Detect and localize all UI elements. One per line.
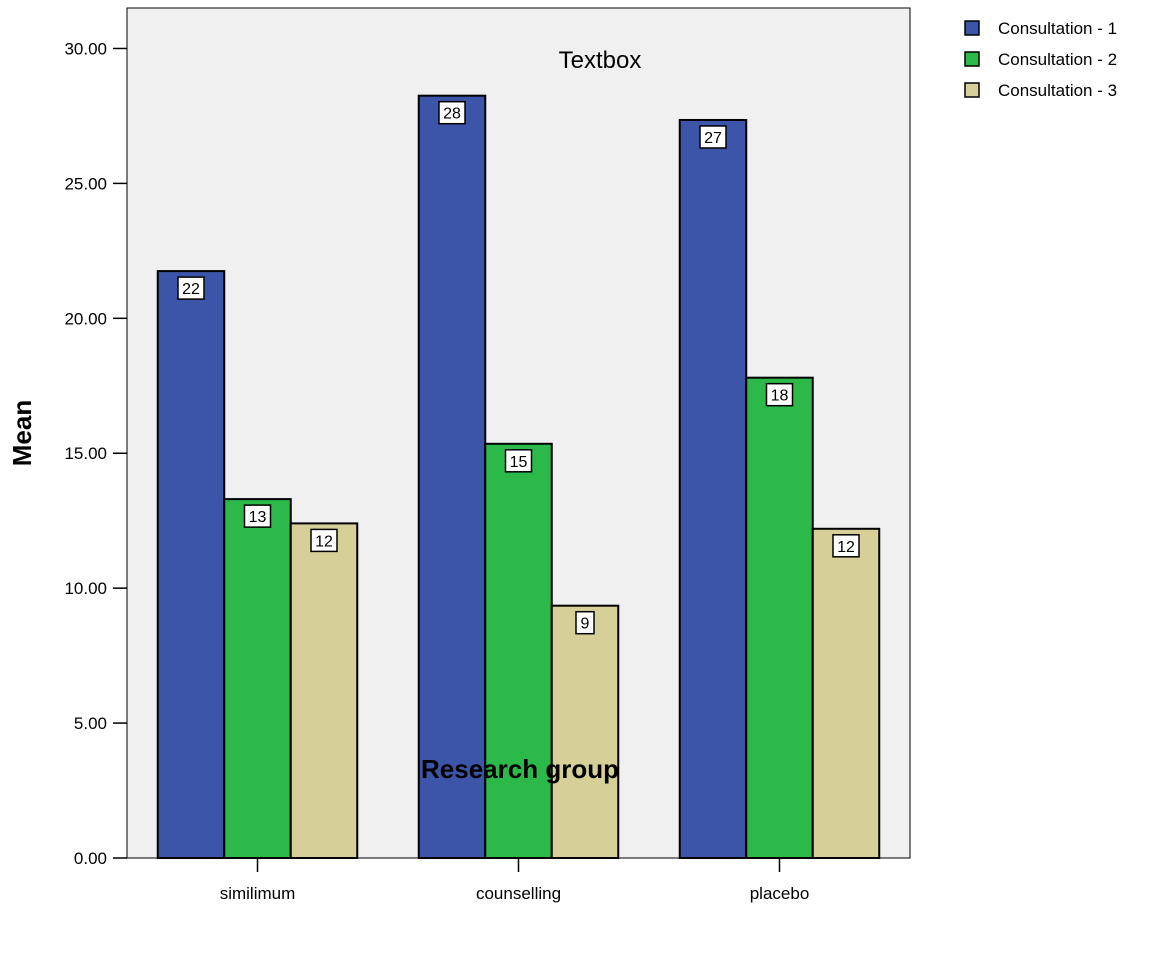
- legend-label: Consultation - 3: [998, 81, 1117, 100]
- bar: [745, 376, 814, 859]
- data-label: 18: [771, 388, 789, 405]
- data-label-box: [310, 528, 338, 553]
- data-label: 12: [315, 533, 333, 550]
- bar: [289, 522, 359, 860]
- y-tick-label: 15.00: [64, 444, 107, 463]
- x-tick-label: placebo: [750, 884, 810, 903]
- y-tick-label: 20.00: [64, 309, 107, 328]
- y-tick-label: 0.00: [74, 849, 107, 868]
- legend-label: Consultation - 2: [998, 50, 1117, 69]
- y-tick-label: 30.00: [64, 39, 107, 58]
- data-label-box: [699, 125, 727, 149]
- bars-group: [156, 94, 881, 860]
- y-tick-label: 5.00: [74, 714, 107, 733]
- x-tick-label: counselling: [476, 884, 561, 903]
- x-axis-title: Research group: [421, 754, 619, 784]
- bar: [484, 442, 553, 859]
- data-label: 27: [704, 130, 722, 147]
- data-label-box: [832, 534, 860, 558]
- legend-swatch: [964, 20, 980, 36]
- x-axis: similimum counselling placebo: [220, 858, 810, 903]
- bar: [417, 94, 487, 859]
- data-label-box: [243, 504, 272, 528]
- bar: [678, 118, 748, 859]
- legend-swatch: [964, 51, 980, 67]
- y-tick-label: 25.00: [64, 174, 107, 193]
- data-label: 12: [837, 539, 855, 556]
- data-label: 9: [581, 616, 590, 633]
- x-tick-label: similimum: [220, 884, 296, 903]
- legend-swatch: [964, 82, 980, 98]
- y-axis-title: Mean: [7, 400, 37, 466]
- data-label-box: [177, 276, 205, 300]
- y-tick-label: 10.00: [64, 579, 107, 598]
- data-label-box: [575, 610, 595, 635]
- bar: [550, 604, 620, 860]
- data-label-box: [765, 382, 794, 407]
- data-label: 15: [510, 454, 528, 471]
- legend: Consultation - 1 Consultation - 2 Consulta…: [964, 19, 1117, 100]
- chart-title: Textbox: [559, 47, 642, 74]
- y-axis: 0.00 5.00 10.00 15.00 20.00 25.00 30.00: [64, 39, 127, 868]
- data-label: 22: [182, 281, 200, 298]
- bar: [811, 527, 881, 859]
- data-label-box: [504, 449, 533, 473]
- legend-label: Consultation - 1: [998, 19, 1117, 38]
- data-labels-group: 22 13 12 28 15 9 27 18 12: [177, 100, 860, 635]
- bar: [156, 270, 226, 860]
- bar: [223, 498, 292, 859]
- data-label: 13: [249, 509, 267, 526]
- data-label: 28: [443, 106, 461, 123]
- data-label-box: [438, 100, 466, 125]
